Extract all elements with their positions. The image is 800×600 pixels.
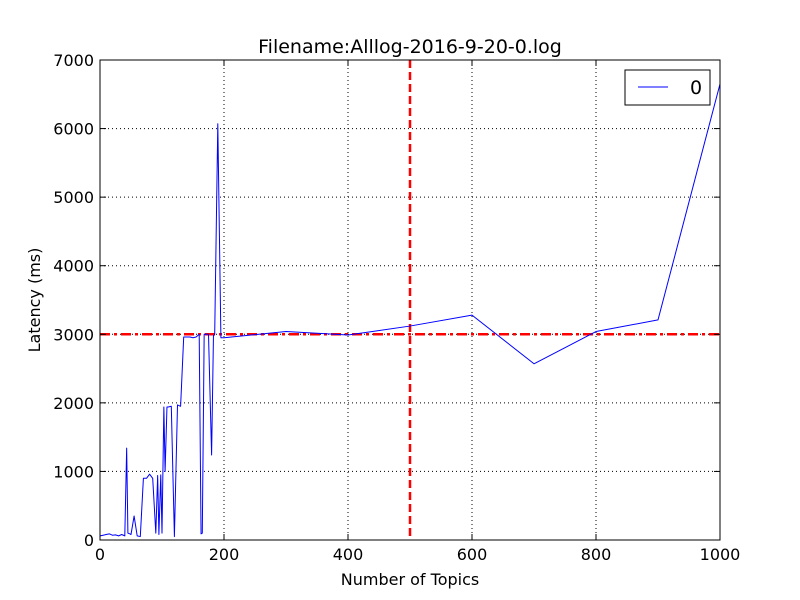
chart-title: Filename:Alllog-2016-9-20-0.log bbox=[258, 36, 562, 58]
x-tick-label: 400 bbox=[333, 545, 364, 564]
y-tick-label: 0 bbox=[84, 531, 94, 550]
y-tick-label: 2000 bbox=[53, 394, 94, 413]
y-tick-label: 4000 bbox=[53, 257, 94, 276]
axis-ticks: 0 200 400 600 800 1000 0 1000 2000 3000 4000 5000 60… bbox=[53, 51, 740, 564]
reference-lines bbox=[100, 60, 720, 540]
y-tick-label: 1000 bbox=[53, 462, 94, 481]
x-tick-label: 800 bbox=[581, 545, 612, 564]
x-axis-label: Number of Topics bbox=[341, 570, 479, 589]
legend: 0 bbox=[624, 69, 711, 106]
y-tick-label: 3000 bbox=[53, 325, 94, 344]
y-axis-label: Latency (ms) bbox=[25, 248, 44, 353]
legend-label: 0 bbox=[690, 77, 702, 99]
y-tick-label: 5000 bbox=[53, 188, 94, 207]
y-tick-label: 7000 bbox=[53, 51, 94, 70]
y-tick-label: 6000 bbox=[53, 120, 94, 139]
series-line-0 bbox=[99, 83, 721, 538]
x-tick-label: 1000 bbox=[700, 545, 741, 564]
grid-lines bbox=[100, 60, 720, 540]
plot-frame bbox=[99, 59, 721, 541]
x-tick-label: 600 bbox=[457, 545, 488, 564]
x-tick-label: 200 bbox=[209, 545, 240, 564]
series-lines bbox=[99, 83, 721, 538]
x-tick-label: 0 bbox=[95, 545, 105, 564]
